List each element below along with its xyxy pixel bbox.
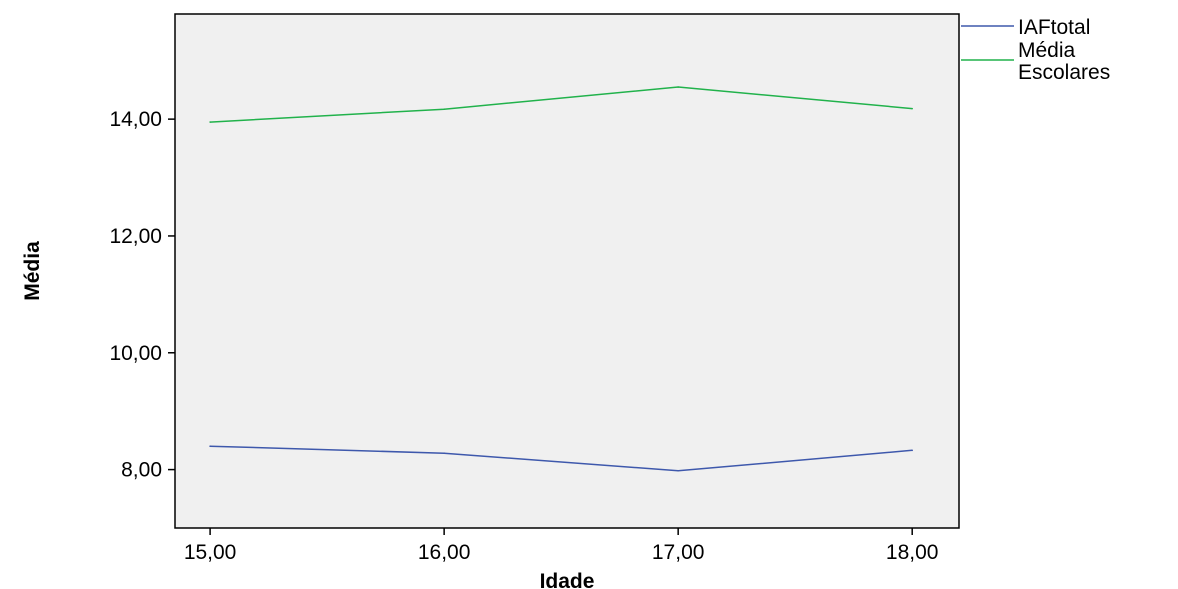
legend-label: Média	[1018, 39, 1076, 62]
y-tick-label: 8,00	[121, 459, 162, 482]
x-tick-label: 17,00	[652, 541, 705, 564]
data-point	[443, 108, 445, 111]
data-point	[911, 107, 913, 110]
series-line-0	[210, 445, 913, 472]
y-axis: 8,00 10,00 12,00 14,00	[109, 108, 175, 482]
x-tick-label: 16,00	[418, 541, 471, 564]
data-point	[677, 469, 679, 472]
series-lines	[209, 86, 913, 472]
x-tick-label: 18,00	[886, 541, 939, 564]
y-axis-title: Média	[21, 241, 44, 301]
x-axis: 15,00 16,00 17,00 18,00	[184, 528, 939, 564]
legend-label: IAFtotal	[1018, 16, 1090, 39]
x-axis-title: Idade	[540, 570, 595, 589]
data-point	[911, 449, 913, 452]
y-tick-label: 14,00	[109, 108, 162, 131]
x-tick-label: 15,00	[184, 541, 237, 564]
plot-area	[174, 13, 960, 529]
data-point	[209, 121, 211, 123]
data-point	[677, 86, 679, 88]
data-point	[443, 452, 445, 455]
y-tick-label: 12,00	[109, 225, 162, 248]
y-tick-label: 10,00	[109, 342, 162, 365]
series-line-1	[210, 86, 913, 123]
legend-label: Escolares	[1018, 61, 1110, 84]
data-point	[209, 445, 211, 448]
